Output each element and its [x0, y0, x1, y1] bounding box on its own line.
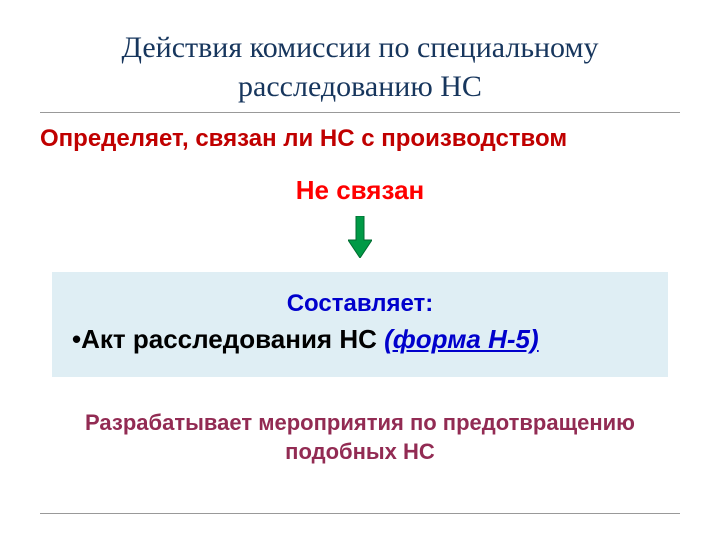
- title-line-2: расследованию НС: [40, 67, 680, 106]
- decision-label: Не связан: [40, 175, 680, 206]
- down-arrow-icon: [348, 216, 372, 258]
- slide: Действия комиссии по специальному рассле…: [0, 0, 720, 540]
- arrow-container: [40, 216, 680, 258]
- bullet-marker: •: [72, 324, 81, 354]
- bullet-line: •Акт расследования НС (форма Н-5): [70, 324, 650, 355]
- bullet-text: Акт расследования НС: [81, 324, 384, 354]
- result-box: Составляет: •Акт расследования НС (форма…: [52, 272, 668, 377]
- footer-text: Разрабатывает мероприятия по предотвраще…: [40, 409, 680, 466]
- bottom-rule: [40, 513, 680, 514]
- slide-title: Действия комиссии по специальному рассле…: [40, 28, 680, 113]
- footer-line-1: Разрабатывает мероприятия по предотвраще…: [40, 409, 680, 438]
- title-line-1: Действия комиссии по специальному: [40, 28, 680, 67]
- subtitle: Определяет, связан ли НС с производством: [40, 125, 680, 153]
- bullet-form: (форма Н-5): [384, 324, 539, 354]
- arrow-path: [348, 216, 372, 258]
- box-title: Составляет:: [70, 290, 650, 318]
- footer-line-2: подобных НС: [40, 438, 680, 467]
